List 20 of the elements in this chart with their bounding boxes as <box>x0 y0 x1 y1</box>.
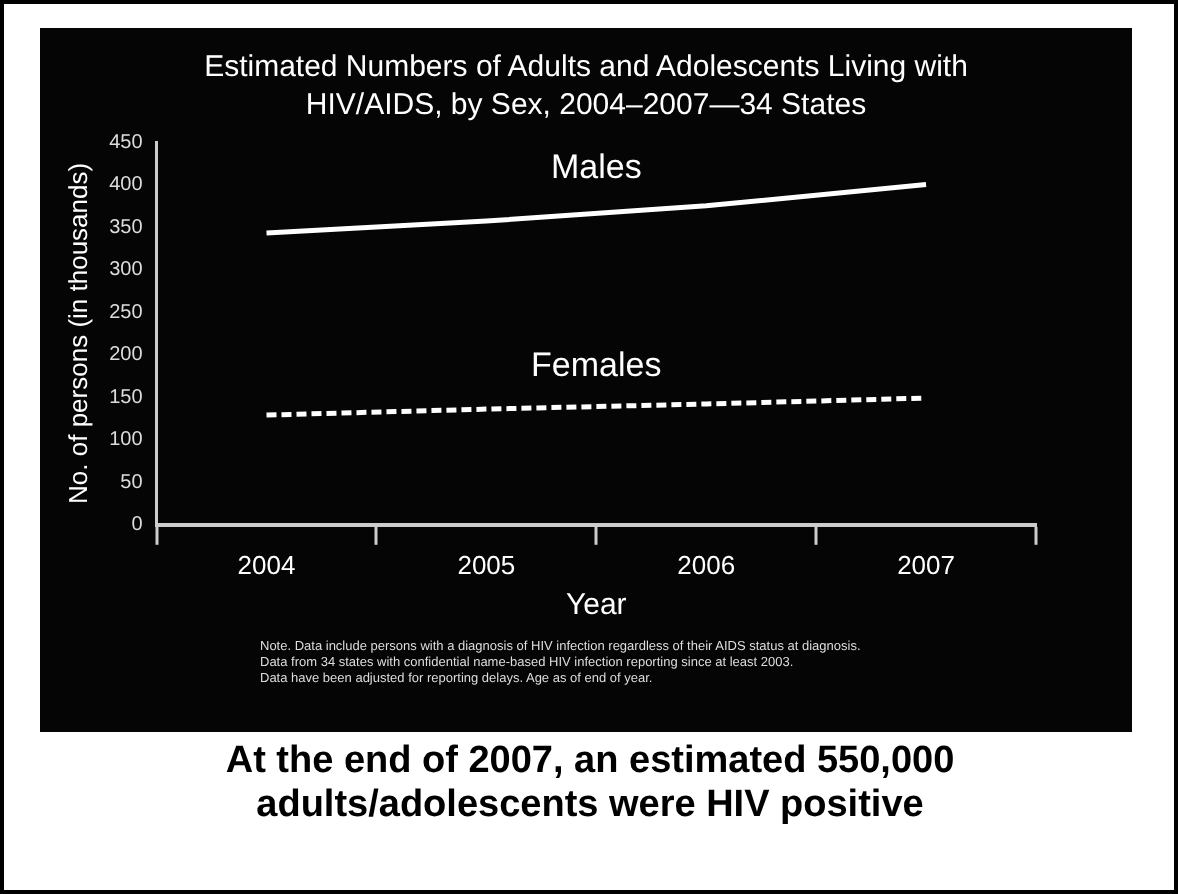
y-tick-label: 50 <box>120 471 144 494</box>
y-tick-label: 300 <box>109 259 144 282</box>
y-tick-label: 450 <box>109 131 144 154</box>
y-tick-label: 100 <box>109 429 144 452</box>
x-tick-label: 2004 <box>237 549 296 580</box>
x-tick-label: 2006 <box>677 549 736 580</box>
x-tick-label: 2007 <box>897 549 955 580</box>
y-tick-label: 200 <box>109 344 144 367</box>
y-tick-label: 150 <box>109 386 144 409</box>
series-label: Females <box>531 346 662 385</box>
y-axis-title: No. of persons (in thousands) <box>62 162 93 504</box>
text: At the end of 2007, an estimated 550,000 adults/adolescents were HIV positive <box>223 740 957 828</box>
x-axis-title: Year <box>565 588 627 623</box>
x-tick-label: 2005 <box>457 549 516 580</box>
series-label: Males <box>550 148 642 187</box>
y-tick-label: 0 <box>131 514 144 537</box>
y-tick-label: 400 <box>109 174 144 197</box>
chart-title: Estimated Numbers of Adults and Adolescents Living with HIV/AIDS, by Sex, 2004–2007—34 States <box>202 48 970 124</box>
y-tick-label: 350 <box>109 216 144 239</box>
y-tick-label: 250 <box>109 301 144 324</box>
